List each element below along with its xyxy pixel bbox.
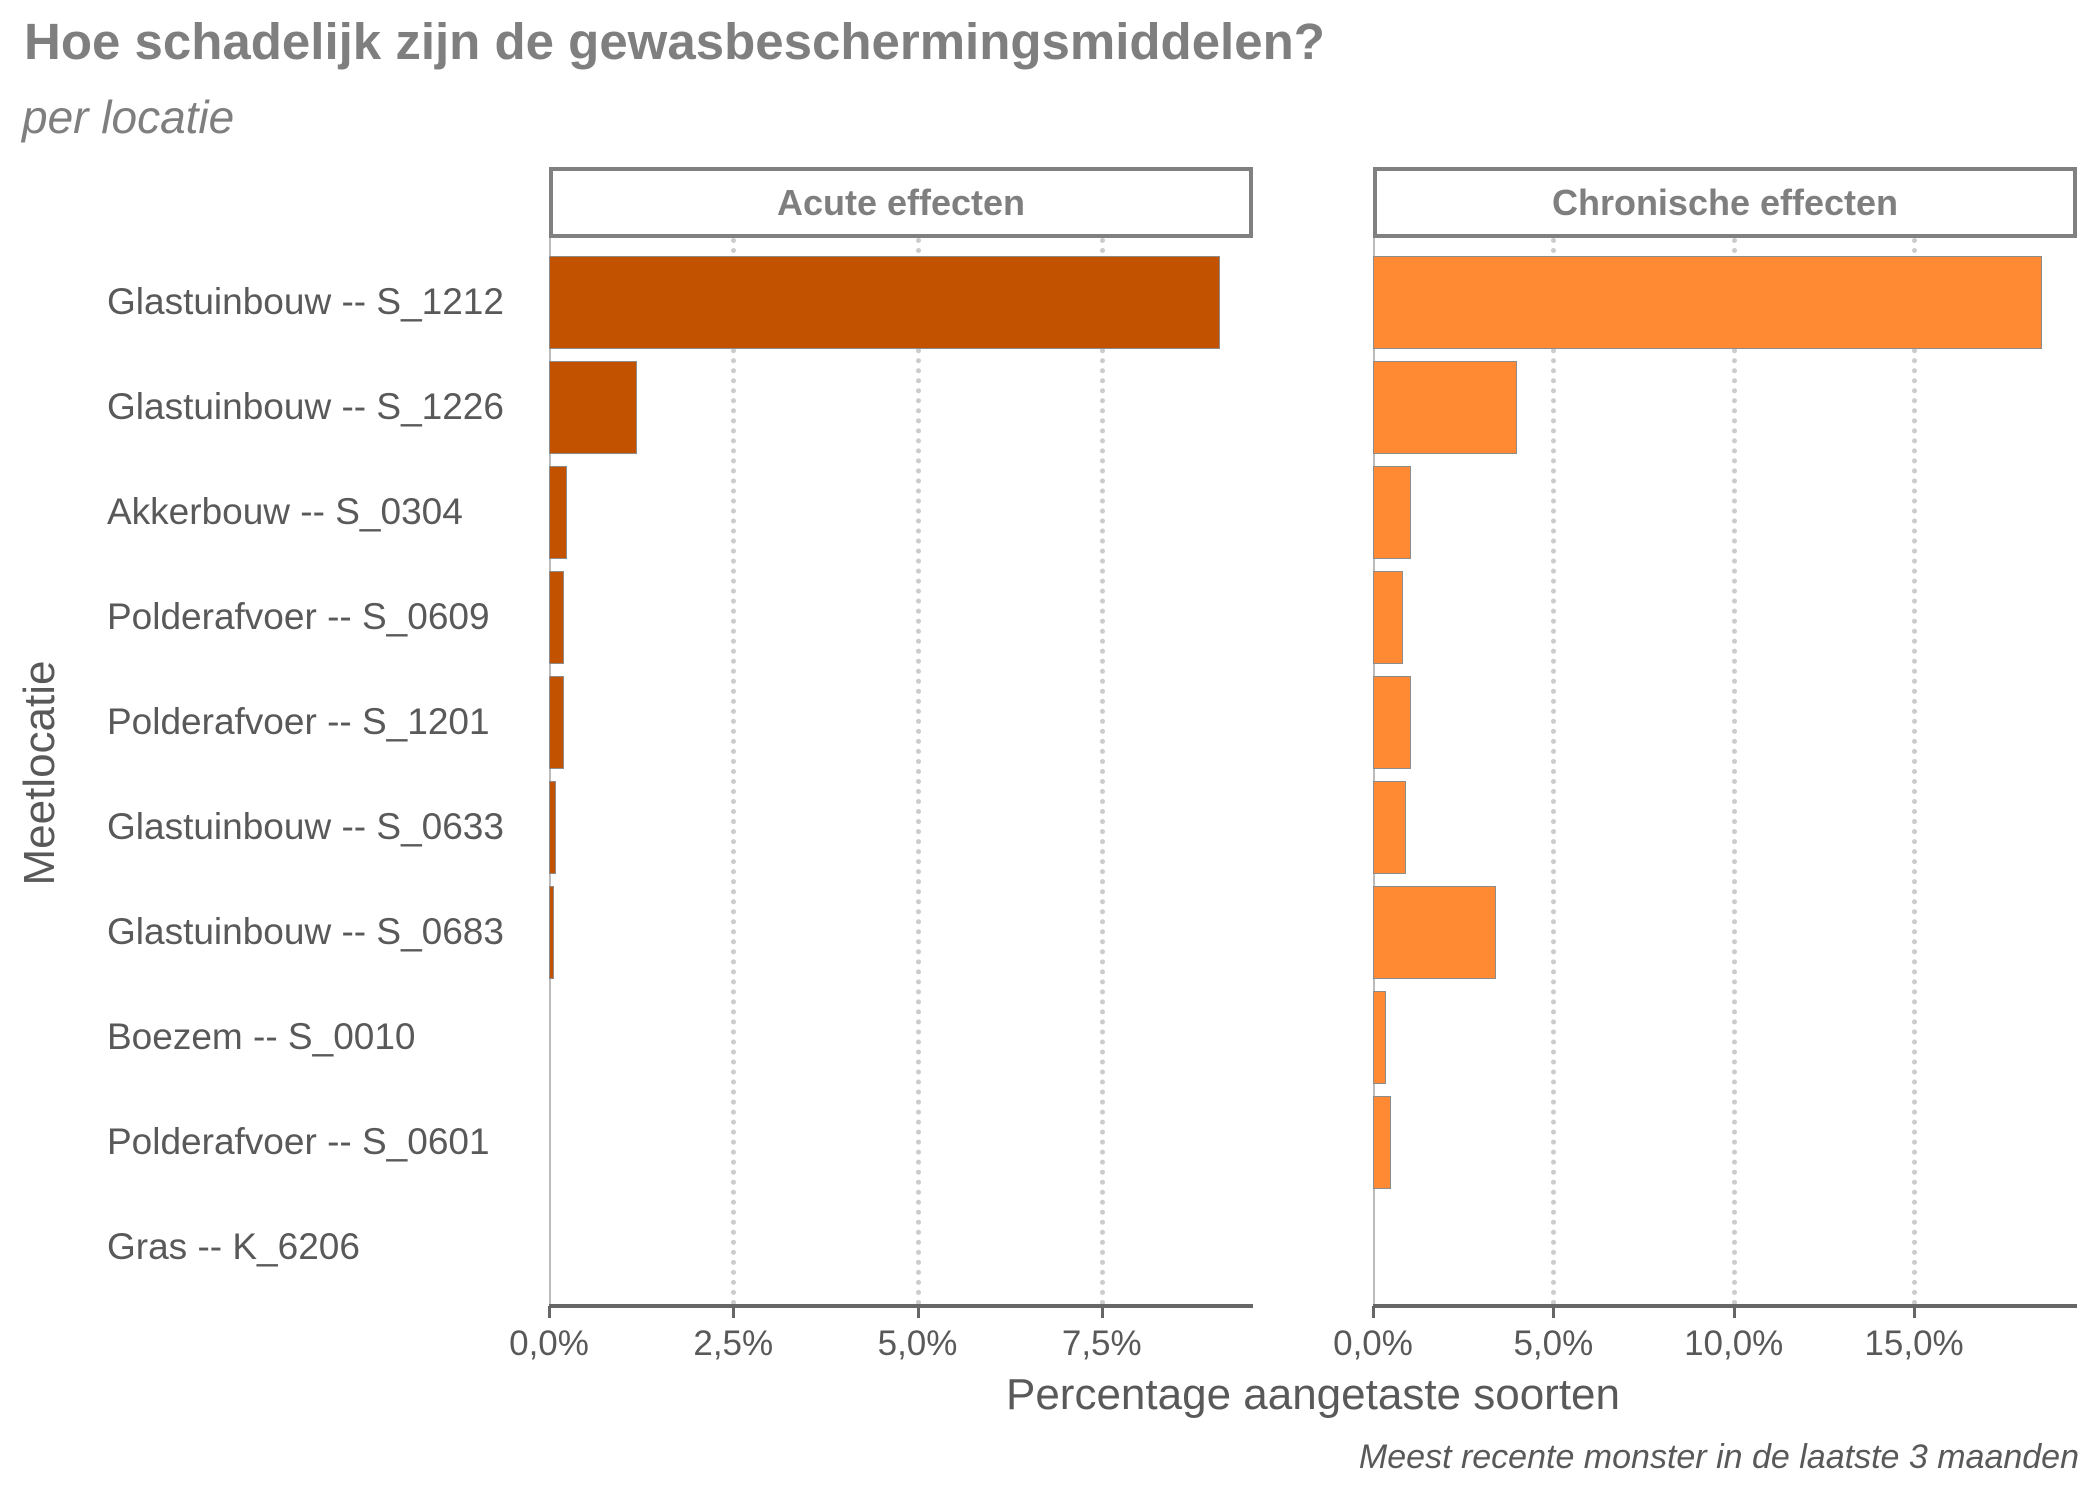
x-axis-line-acute	[549, 1304, 1253, 1308]
y-axis-label: Akkerbouw -- S_0304	[107, 491, 463, 532]
bar	[549, 780, 557, 874]
x-tick-label: 0,0%	[1333, 1324, 1413, 1363]
bar	[1373, 255, 2043, 349]
bar	[1373, 990, 1386, 1084]
facet-strip-chronic: Chronische effecten	[1373, 167, 2077, 238]
y-axis-label: Glastuinbouw -- S_0683	[107, 911, 504, 952]
x-tick-mark	[1913, 1306, 1917, 1318]
bar	[549, 885, 555, 979]
bar	[549, 570, 565, 664]
gridline	[1099, 238, 1105, 1306]
bar	[1373, 465, 1411, 559]
bar	[1373, 1095, 1391, 1189]
bar	[1373, 780, 1406, 874]
x-axis-title: Percentage aangetaste soorten	[1005, 1370, 1621, 1419]
gridline	[1912, 238, 1918, 1306]
bar	[549, 465, 567, 559]
y-axis-label: Polderafvoer -- S_0601	[107, 1121, 490, 1162]
gridline	[1551, 238, 1557, 1306]
bar	[549, 255, 1220, 349]
x-tick-mark	[1732, 1306, 1736, 1318]
x-axis-line-chronic	[1373, 1304, 2077, 1308]
bar	[1373, 360, 1518, 454]
x-tick-label: 5,0%	[1513, 1324, 1594, 1363]
x-tick-mark	[1100, 1306, 1104, 1318]
facet-strip-acute: Acute effecten	[549, 167, 1253, 238]
chart-title: Hoe schadelijk zijn de gewasbeschermings…	[24, 13, 1325, 70]
x-tick-label: 10,0%	[1684, 1324, 1784, 1363]
y-axis-label: Polderafvoer -- S_0609	[107, 596, 490, 637]
x-tick-mark	[1552, 1306, 1556, 1318]
bar	[549, 675, 565, 769]
x-tick-mark	[916, 1306, 920, 1318]
x-tick-mark	[1372, 1306, 1375, 1318]
chart-subtitle: per locatie	[22, 91, 235, 143]
gridline	[1731, 238, 1737, 1306]
bar	[1373, 570, 1403, 664]
x-tick-mark	[548, 1306, 551, 1318]
x-tick-label: 2,5%	[693, 1324, 774, 1363]
gridline	[549, 238, 551, 1306]
bar	[1373, 885, 1496, 979]
gridline	[1373, 238, 1375, 1306]
y-axis-label: Polderafvoer -- S_1201	[107, 701, 490, 742]
x-tick-label: 15,0%	[1864, 1324, 1964, 1363]
x-tick-label: 5,0%	[877, 1324, 958, 1363]
y-axis-label: Glastuinbouw -- S_0633	[107, 806, 504, 847]
gridline	[915, 238, 921, 1306]
y-axis-title: Meetlocatie	[15, 660, 64, 886]
bar	[1373, 675, 1411, 769]
panel-chronic	[1373, 238, 2077, 1306]
y-axis-label: Glastuinbouw -- S_1212	[107, 281, 504, 322]
x-tick-label: 7,5%	[1061, 1324, 1142, 1363]
y-axis-label: Boezem -- S_0010	[107, 1016, 416, 1057]
y-axis-label: Gras -- K_6206	[107, 1226, 360, 1267]
x-tick-label: 0,0%	[509, 1324, 589, 1363]
y-axis-label: Glastuinbouw -- S_1226	[107, 386, 504, 427]
gridline	[731, 238, 737, 1306]
x-tick-mark	[732, 1306, 736, 1318]
chart-caption: Meest recente monster in de laatste 3 ma…	[1358, 1438, 2079, 1476]
panel-acute	[549, 238, 1253, 1306]
bar	[549, 360, 637, 454]
